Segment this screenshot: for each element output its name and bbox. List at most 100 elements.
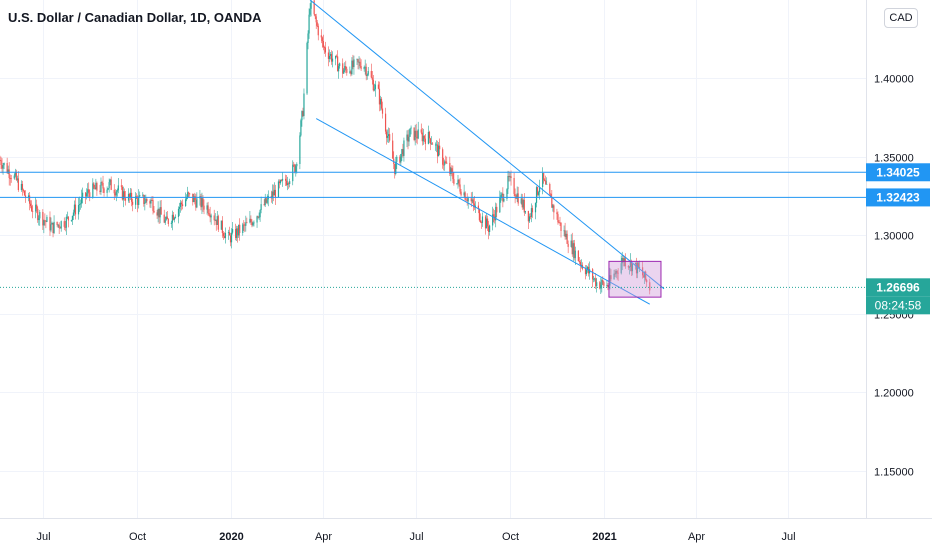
candle-body xyxy=(31,206,33,211)
candle-body xyxy=(123,191,126,199)
candle-body xyxy=(28,195,31,204)
candle-body xyxy=(289,181,291,184)
candle-body xyxy=(108,182,110,189)
candle-body xyxy=(645,271,647,280)
candle-body xyxy=(288,183,290,185)
price-tick-label: 1.30000 xyxy=(874,231,914,243)
candle-body xyxy=(471,199,473,202)
candle-body xyxy=(167,219,169,224)
candle-body xyxy=(10,178,12,180)
candle-body xyxy=(400,154,402,163)
candle-body xyxy=(585,269,588,275)
candle-body xyxy=(224,232,227,239)
candle-body xyxy=(121,186,124,200)
candle-body xyxy=(0,160,1,161)
candle-body xyxy=(452,172,454,180)
candle-body xyxy=(115,191,117,196)
candle-body xyxy=(350,71,352,75)
candle-body xyxy=(120,185,122,187)
candle-body xyxy=(388,134,390,136)
time-tick-label: Jul xyxy=(409,531,423,543)
candle-body xyxy=(271,191,273,199)
candle-body xyxy=(457,179,459,184)
trendline xyxy=(315,118,650,305)
candle-body xyxy=(300,120,302,136)
candle-body xyxy=(630,260,632,272)
price-tick-label: 1.35000 xyxy=(874,153,914,165)
candle-body xyxy=(24,195,27,198)
candle-body xyxy=(178,206,181,209)
candle-body xyxy=(431,143,434,145)
candle-body xyxy=(406,134,408,141)
candle-body xyxy=(363,66,365,70)
candle-body xyxy=(286,180,288,185)
candle-body xyxy=(342,63,344,74)
countdown-label: 08:24:58 xyxy=(875,298,922,312)
candle-body xyxy=(45,221,47,222)
candle-body xyxy=(43,220,45,226)
candle-body xyxy=(67,216,69,221)
candle-body xyxy=(522,199,524,208)
candle-body xyxy=(538,187,541,193)
candle-body xyxy=(1,165,3,169)
candle-body xyxy=(430,143,433,145)
candle-body xyxy=(328,55,331,59)
candle-body xyxy=(514,193,516,197)
candle-body xyxy=(460,191,462,196)
candle-body xyxy=(63,221,65,227)
candle-body xyxy=(37,208,39,221)
candle-body xyxy=(189,193,191,195)
candle-body xyxy=(116,190,118,192)
candle-body xyxy=(615,271,617,275)
candle-body xyxy=(109,179,111,183)
candle-body xyxy=(22,189,25,191)
candle-body xyxy=(193,196,195,203)
price-labels: 1.34025 1.32423 1.26696 08:24:58 xyxy=(866,163,930,315)
time-tick-label: 2021 xyxy=(592,531,616,543)
candle-body xyxy=(416,136,418,139)
candle-body xyxy=(370,71,372,78)
candle-body xyxy=(365,66,367,77)
candle-body xyxy=(366,74,368,77)
candle-body xyxy=(470,198,472,202)
candle-body xyxy=(530,208,533,217)
candle-body xyxy=(315,16,317,23)
candle-body xyxy=(644,271,646,278)
candle-body xyxy=(142,194,144,196)
candle-body xyxy=(429,138,432,144)
horizontal-line-price-label-bg xyxy=(866,188,930,207)
candle-body xyxy=(534,202,537,213)
price-tick-label: 1.40000 xyxy=(874,74,914,86)
candle-body xyxy=(49,216,51,231)
grid-lines xyxy=(0,0,866,518)
candle-body xyxy=(434,144,437,146)
drawings xyxy=(0,0,866,305)
candle-body xyxy=(564,230,566,237)
candle-body xyxy=(627,266,629,268)
candle-body xyxy=(527,210,529,222)
candle-body xyxy=(230,232,233,243)
candle-body xyxy=(409,128,411,137)
candle-body xyxy=(229,235,232,243)
candle-body xyxy=(166,216,168,220)
rectangle-drawing xyxy=(608,260,662,298)
candle-body xyxy=(321,37,323,42)
candle-body xyxy=(481,216,484,223)
candle-body xyxy=(227,232,230,234)
candle-body xyxy=(493,214,495,217)
candle-body xyxy=(17,178,19,191)
candle-body xyxy=(371,77,373,80)
time-tick-label: Oct xyxy=(502,531,519,543)
candle-body xyxy=(242,224,244,233)
candle-body xyxy=(278,181,281,184)
currency-button[interactable]: CAD xyxy=(884,8,918,28)
candle-body xyxy=(345,66,347,69)
candle-body xyxy=(563,230,565,232)
candle-body xyxy=(156,212,158,216)
candle-body xyxy=(358,61,360,63)
candle-body xyxy=(53,221,55,233)
candle-body xyxy=(542,173,544,188)
candle-body xyxy=(436,144,439,157)
candle-body xyxy=(21,183,24,190)
